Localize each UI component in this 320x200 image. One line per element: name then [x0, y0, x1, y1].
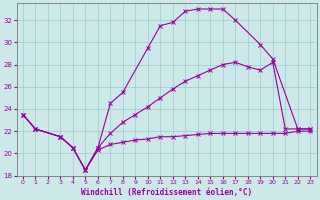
X-axis label: Windchill (Refroidissement éolien,°C): Windchill (Refroidissement éolien,°C)	[81, 188, 252, 197]
